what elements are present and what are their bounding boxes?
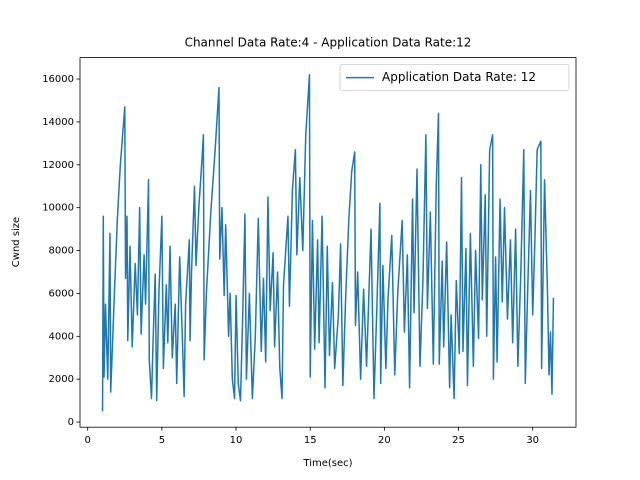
y-tick-label: 6000 — [49, 288, 74, 299]
y-tick-label: 14000 — [42, 117, 74, 128]
y-axis-label: Cwnd size — [11, 217, 22, 267]
x-tick-label: 20 — [378, 435, 391, 446]
plot-frame — [79, 57, 577, 428]
y-tick-label: 8000 — [49, 246, 74, 257]
x-axis-label: Time(sec) — [302, 458, 352, 469]
y-tick-label: 10000 — [42, 203, 74, 214]
y-tick-label: 2000 — [49, 374, 74, 385]
legend-box — [339, 64, 570, 91]
x-tick-label: 30 — [526, 435, 539, 446]
y-tick-label: 4000 — [49, 331, 74, 342]
x-tick-label: 15 — [304, 435, 317, 446]
x-tick-label: 0 — [85, 435, 91, 446]
y-tick-label: 0 — [68, 417, 74, 428]
y-tick-label: 16000 — [42, 74, 74, 85]
data-line — [101, 74, 555, 412]
x-tick-label: 10 — [230, 435, 243, 446]
legend-label: Application Data Rate: 12 — [382, 70, 536, 84]
x-tick-label: 25 — [452, 435, 465, 446]
y-tick-label: 12000 — [42, 160, 74, 171]
x-tick-label: 5 — [159, 435, 165, 446]
chart-title: Channel Data Rate:4 - Application Data R… — [185, 36, 472, 50]
